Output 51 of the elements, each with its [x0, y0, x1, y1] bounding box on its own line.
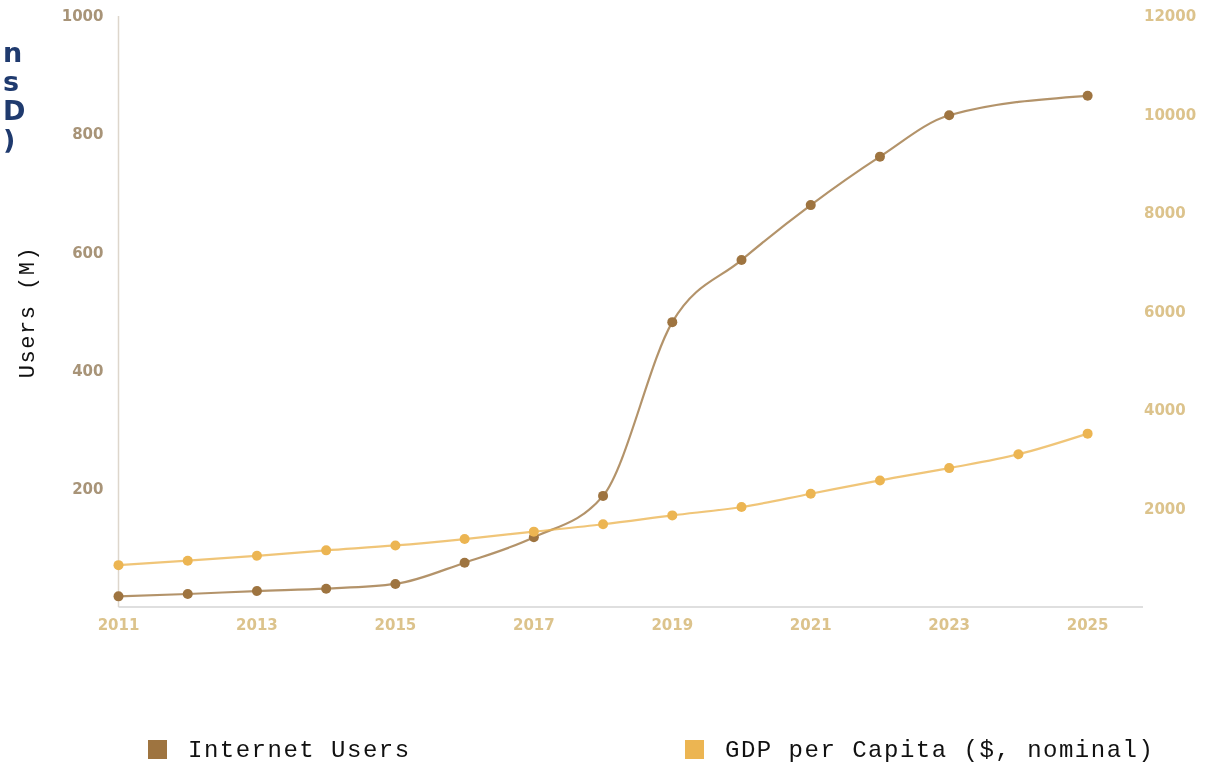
y-axis-title: Users (M) — [16, 245, 41, 379]
point — [321, 583, 332, 594]
point — [251, 550, 262, 561]
point — [598, 490, 609, 501]
point — [667, 317, 678, 328]
point — [667, 510, 678, 521]
point — [598, 519, 609, 530]
point — [182, 555, 193, 566]
y2-tick-label: 2000 — [1144, 499, 1186, 518]
point — [736, 255, 747, 266]
x-tick-label: 2025 — [1066, 616, 1109, 635]
point — [944, 463, 955, 474]
point — [805, 488, 816, 499]
point — [1013, 449, 1024, 460]
y-tick-label: 800 — [72, 125, 104, 144]
x-tick-label: 2011 — [97, 616, 140, 635]
point — [1082, 428, 1093, 439]
y-tick-label: 1000 — [61, 7, 104, 26]
y2-tick-label: 12000 — [1144, 7, 1197, 26]
x-tick-label: 2021 — [789, 616, 832, 635]
point — [459, 534, 470, 545]
point — [805, 200, 816, 211]
point — [182, 589, 193, 599]
y2-tick-label: 6000 — [1144, 302, 1186, 321]
x-tick-label: 2023 — [928, 616, 971, 635]
y2-tick-label: 8000 — [1144, 204, 1186, 223]
point — [944, 110, 955, 121]
legend-label: GDP per Capita ($, nominal) — [725, 737, 1155, 765]
x-tick-label: 2019 — [651, 616, 694, 635]
point — [528, 526, 539, 537]
point — [390, 540, 401, 551]
text: n s D ) — [3, 37, 26, 155]
point — [251, 586, 262, 597]
point — [113, 591, 124, 602]
point — [321, 545, 332, 556]
point — [113, 560, 124, 571]
y-tick-label: 400 — [72, 361, 104, 380]
y2-tick-label: 4000 — [1144, 401, 1186, 420]
x-tick-label: 2017 — [512, 616, 555, 635]
point — [874, 151, 885, 162]
point — [874, 475, 885, 486]
x-tick-label: 2013 — [236, 616, 278, 635]
point — [1082, 90, 1093, 101]
point — [459, 557, 470, 568]
y-tick-label: 600 — [72, 243, 104, 262]
legend-label: Internet Users — [188, 737, 411, 765]
x-tick-label: 2015 — [374, 616, 417, 635]
point — [736, 502, 747, 513]
point — [390, 578, 401, 589]
y2-tick-label: 10000 — [1144, 105, 1197, 124]
y-tick-label: 200 — [72, 480, 104, 499]
